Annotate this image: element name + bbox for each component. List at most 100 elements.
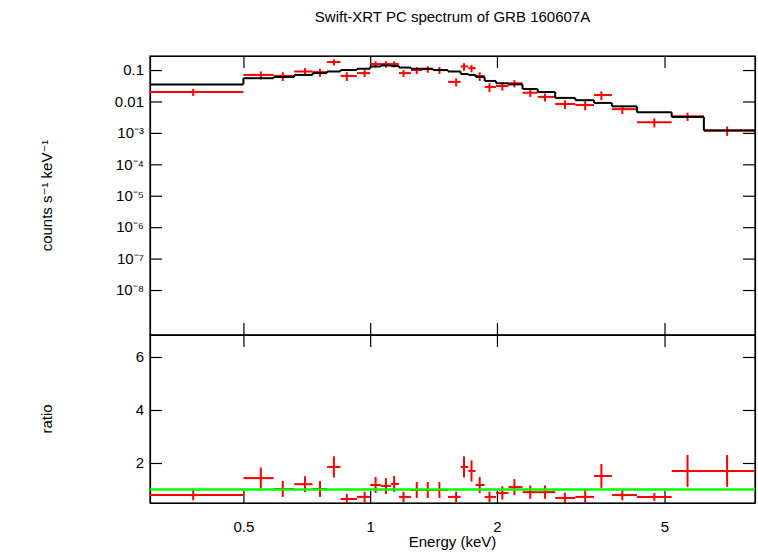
model-step xyxy=(327,70,340,72)
tick-mark xyxy=(497,56,498,68)
data-point-error-bar xyxy=(403,70,405,77)
y-label: counts s⁻¹ keV⁻¹ xyxy=(38,140,55,252)
tick-mark xyxy=(150,101,162,102)
tick-mark xyxy=(243,56,244,68)
y-label: ratio xyxy=(38,404,55,433)
data-point-error-bar xyxy=(544,93,546,101)
model-step xyxy=(704,129,755,131)
data-point-x-bar xyxy=(538,96,555,98)
tick-label: 10⁻⁶ xyxy=(116,218,144,235)
y-axis: 10⁻⁸10⁻⁷10⁻⁶10⁻⁵10⁻⁴10⁻³0.010.1 xyxy=(115,57,162,336)
tick-mark xyxy=(150,227,162,228)
data-point-error-bar xyxy=(346,494,348,503)
data-point-x-bar xyxy=(340,498,356,500)
tick-mark xyxy=(150,290,162,291)
tick-mark xyxy=(497,335,498,347)
axis-line xyxy=(151,503,756,504)
data-point-error-bar xyxy=(488,492,490,503)
tick-label: 10⁻⁴ xyxy=(116,156,144,173)
model-step xyxy=(381,64,391,66)
data-point-error-bar xyxy=(333,456,335,477)
tick-mark xyxy=(743,410,755,411)
data-point-x-bar xyxy=(704,470,755,472)
tick xyxy=(743,164,755,165)
data-point-x-bar xyxy=(612,108,637,110)
axis-line xyxy=(150,336,151,504)
data-point-error-bar xyxy=(600,464,602,488)
model-step xyxy=(391,65,399,67)
data-point-x-bar xyxy=(294,483,312,485)
tick-label: 10⁻³ xyxy=(117,124,144,141)
model-riser xyxy=(703,117,705,130)
tick xyxy=(370,335,371,347)
tick xyxy=(743,259,755,260)
tick-mark xyxy=(743,227,755,228)
model-step xyxy=(496,82,508,84)
tick-mark xyxy=(664,56,665,68)
title: Swift-XRT PC spectrum of GRB 160607A xyxy=(315,8,590,25)
tick xyxy=(497,56,498,68)
tick-label: 10⁻⁵ xyxy=(116,187,144,204)
tick-mark xyxy=(150,70,162,71)
y-axis-right xyxy=(743,336,756,504)
data-point-x-bar xyxy=(704,129,755,131)
data-point-error-bar xyxy=(385,61,387,67)
tick xyxy=(743,357,755,358)
tick-label: 0.01 xyxy=(115,93,144,110)
model-step xyxy=(433,69,448,71)
model-step xyxy=(672,116,704,118)
figure: 10⁻⁸10⁻⁷10⁻⁶10⁻⁵10⁻⁴10⁻³0.010.1Swift-XRT… xyxy=(0,0,758,556)
tick: 0.1 xyxy=(123,61,162,78)
tick-mark xyxy=(743,133,755,134)
tick-mark xyxy=(743,258,755,259)
tick xyxy=(743,101,755,102)
tick-mark xyxy=(150,357,162,358)
data-point-error-bar xyxy=(455,492,457,503)
tick: 0.5 xyxy=(233,491,254,535)
data-point-error-bar xyxy=(529,90,531,97)
tick: 10⁻³ xyxy=(117,124,162,141)
model-step xyxy=(523,88,538,90)
data-point-x-bar xyxy=(594,94,612,96)
model-step xyxy=(313,72,327,74)
data-point-error-bar xyxy=(584,101,586,110)
y-axis: 246 xyxy=(136,336,162,504)
data-point-error-bar xyxy=(687,455,689,487)
tick-label: 5 xyxy=(661,518,669,535)
tick xyxy=(243,335,244,347)
plot-frame xyxy=(150,335,755,503)
data-point-x-bar xyxy=(274,75,295,77)
model-step xyxy=(357,68,370,70)
model-step xyxy=(340,69,356,71)
tick-mark xyxy=(497,323,498,335)
data-point-x-bar xyxy=(594,475,612,477)
x-axis: 0.5125 xyxy=(151,491,756,535)
data-point-error-bar xyxy=(455,78,457,86)
x-label: Energy (keV) xyxy=(409,533,497,550)
data-point-error-bar xyxy=(260,467,262,488)
data-point-x-bar xyxy=(357,72,370,74)
data-point-x-bar xyxy=(448,496,461,498)
tick-label: 1 xyxy=(367,518,375,535)
data-point-error-bar xyxy=(600,91,602,100)
data-point-error-bar xyxy=(364,70,366,77)
model-step xyxy=(575,99,594,101)
data-point-error-bar xyxy=(463,456,465,477)
data-point-x-bar xyxy=(433,69,448,71)
reference-line xyxy=(150,488,755,491)
model-step xyxy=(538,91,555,93)
model-step xyxy=(411,68,422,70)
model-step xyxy=(274,76,295,78)
tick-mark xyxy=(243,323,244,335)
data-point-x-bar xyxy=(294,70,312,72)
tick-label: 0.5 xyxy=(233,518,254,535)
tick-mark xyxy=(150,196,162,197)
tick: 0.01 xyxy=(115,93,162,110)
tick xyxy=(743,70,755,71)
tick-label: 2 xyxy=(136,454,144,471)
tick-mark xyxy=(743,70,755,71)
x-axis-top xyxy=(151,56,756,68)
tick xyxy=(665,323,666,335)
data-point-error-bar xyxy=(470,460,472,481)
tick: 6 xyxy=(136,348,162,365)
